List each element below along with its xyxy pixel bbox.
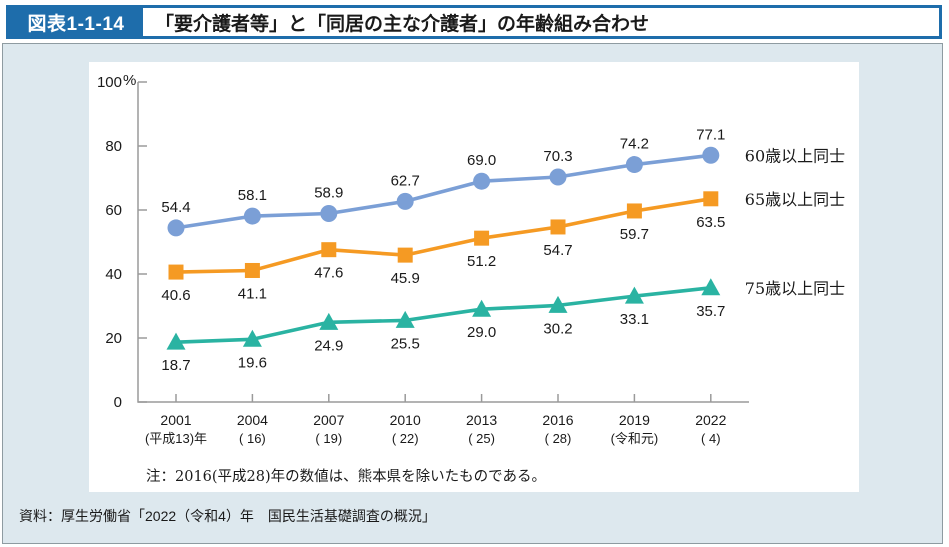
x-tick-label-era: (平成13)年 (145, 431, 207, 446)
data-point-label: 40.6 (161, 287, 190, 304)
data-point-label: 29.0 (467, 324, 496, 341)
x-tick-label-era: ( 19) (315, 431, 342, 446)
series-line (174, 286, 713, 345)
x-tick-label-year: 2019 (619, 412, 650, 428)
axis-line (137, 82, 749, 403)
x-tick-label-year: 2013 (466, 412, 497, 428)
data-point-marker (397, 247, 413, 263)
series-name-label: 65歳以上同士 (745, 190, 845, 209)
y-tick-label: 40 (105, 266, 122, 283)
x-tick-label-year: 2016 (542, 412, 573, 428)
x-tick-label-year: 2010 (390, 412, 421, 428)
data-point-marker (549, 168, 567, 186)
data-point-marker (243, 207, 261, 225)
data-point-marker (244, 262, 260, 278)
figure-number-badge: 図表1-1-14 (27, 13, 125, 35)
data-point-marker (395, 310, 415, 328)
data-point-label: 24.9 (314, 337, 343, 354)
y-tick-label: 80 (105, 138, 122, 155)
x-tick-label-year: 2001 (160, 412, 191, 428)
data-point-marker (167, 219, 185, 237)
y-axis-unit-label: % (123, 72, 136, 89)
data-point-label: 54.4 (161, 199, 190, 216)
data-point-marker (321, 242, 337, 258)
y-tick-label: 60 (105, 202, 122, 219)
x-tick-label-era: ( 22) (392, 431, 419, 446)
x-tick-label-era: ( 28) (545, 431, 572, 446)
source-text: 資料：厚生労働省「2022（令和4）年 国民生活基礎調査の概況」 (19, 508, 436, 524)
x-tick-label-year: 2022 (695, 412, 726, 428)
data-point-marker (320, 205, 338, 223)
data-point-label: 41.1 (238, 285, 267, 302)
data-point-label: 58.9 (314, 185, 343, 202)
chart-panel: 0 20 40 60 80 100% 2001 (平成13)年 2004 ( 16) 2007 ( 1… (2, 43, 943, 544)
figure-header: 図表1-1-14 「要介護者等」と「同居の主な介護者」の年齢組み合わせ (6, 5, 942, 39)
data-point-marker (168, 264, 184, 280)
data-point-label: 19.6 (238, 354, 267, 371)
data-point-marker (548, 295, 568, 313)
chart-note: 注：2016(平成28)年の数値は、熊本県を除いたものである。 (146, 469, 547, 485)
data-point-label: 25.5 (391, 335, 420, 352)
y-tick-label: 100 (97, 74, 122, 91)
data-point-label: 54.7 (543, 242, 572, 259)
series-line (174, 153, 713, 230)
y-tick-label: 0 (114, 394, 122, 411)
figure-title: 「要介護者等」と「同居の主な介護者」の年齢組み合わせ (143, 8, 939, 36)
data-point-label: 45.9 (391, 270, 420, 287)
data-point-marker (472, 299, 492, 317)
data-point-marker (701, 278, 721, 296)
x-tick-label-era: ( 4) (701, 431, 721, 446)
data-point-marker (625, 156, 643, 174)
data-point-label: 47.6 (314, 265, 343, 282)
data-point-label: 30.2 (543, 320, 572, 337)
x-tick-label-era: ( 16) (239, 431, 266, 446)
data-point-marker (242, 329, 262, 347)
data-point-label: 58.1 (238, 187, 267, 204)
series-line (174, 197, 713, 274)
chart-area: 0 20 40 60 80 100% 2001 (平成13)年 2004 ( 16) 2007 ( 1… (89, 62, 859, 492)
data-point-marker (550, 219, 566, 235)
data-point-marker (474, 230, 490, 246)
data-point-label: 74.2 (620, 136, 649, 153)
series-name-label: 75歳以上同士 (745, 279, 845, 298)
series-0: 54.4 58.1 58.9 62.7 69.0 70.3 74.2 77.1 60歳以上同士 (161, 126, 845, 237)
data-point-label: 62.7 (391, 172, 420, 189)
data-point-label: 69.0 (467, 152, 496, 169)
x-tick-label-era: (令和元) (611, 431, 659, 446)
series-2: 18.7 19.6 24.9 25.5 29.0 30.2 33.1 35.7 75歳以上同士 (161, 278, 845, 374)
data-point-label: 63.5 (696, 214, 725, 231)
series-name-label: 60歳以上同士 (745, 146, 845, 165)
data-point-marker (473, 172, 491, 190)
x-axis-ticks: 2001 (平成13)年 2004 ( 16) 2007 ( 19) 2010 ( 22) 20… (145, 394, 727, 446)
data-point-marker (626, 203, 642, 219)
data-point-marker (624, 286, 644, 304)
data-point-marker (166, 332, 186, 350)
data-point-label: 70.3 (543, 148, 572, 165)
data-point-label: 77.1 (696, 126, 725, 143)
x-tick-label-year: 2007 (313, 412, 344, 428)
data-point-label: 33.1 (620, 311, 649, 328)
data-point-label: 18.7 (161, 357, 190, 374)
data-point-marker (319, 312, 339, 330)
axes (137, 82, 749, 403)
x-tick-label-year: 2004 (237, 412, 268, 428)
data-point-marker (396, 192, 414, 210)
y-tick-label: 20 (105, 330, 122, 347)
line-chart: 0 20 40 60 80 100 % 2001 (平成13)年 2004 ( 16) 2007 ( 1… (97, 72, 845, 446)
data-point-marker (702, 146, 720, 164)
data-point-label: 59.7 (620, 226, 649, 243)
series-1: 40.6 41.1 47.6 45.9 51.2 54.7 59.7 63.5 65歳以上同士 (161, 190, 845, 304)
y-axis-ticks: 0 20 40 60 80 100% (97, 72, 147, 411)
data-point-label: 35.7 (696, 303, 725, 320)
data-point-marker (703, 191, 719, 207)
data-point-label: 51.2 (467, 253, 496, 270)
x-tick-label-era: ( 25) (468, 431, 495, 446)
